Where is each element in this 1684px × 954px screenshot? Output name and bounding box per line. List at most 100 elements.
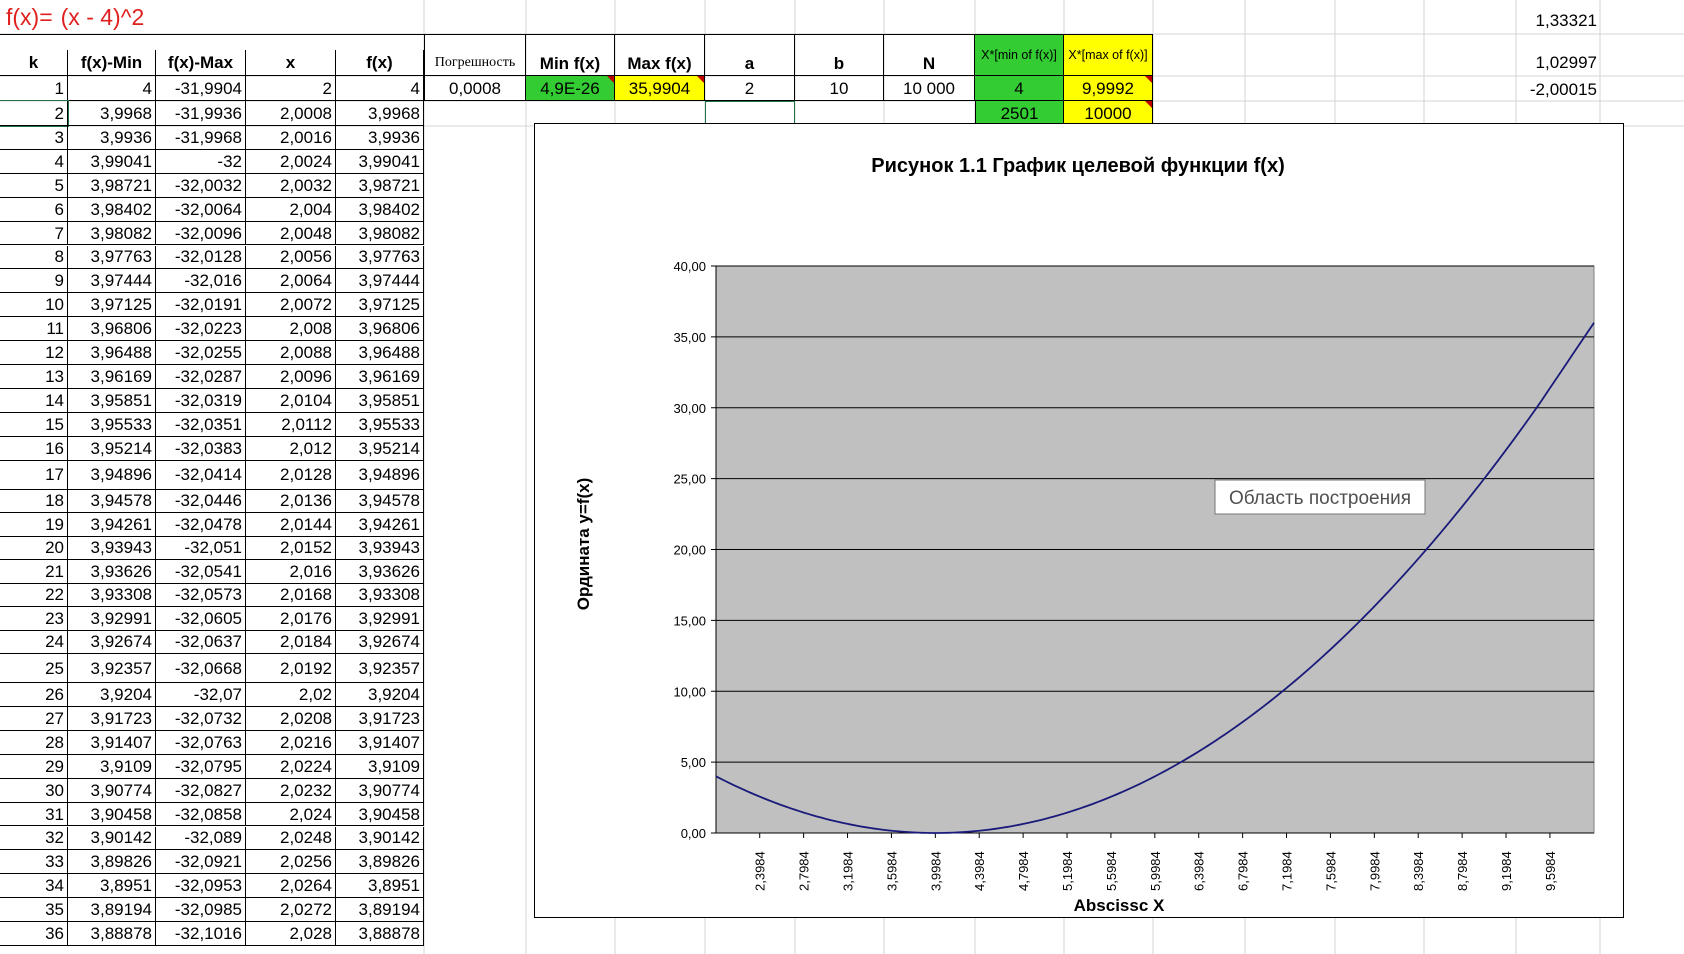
header-fx[interactable]: f(x): [336, 50, 424, 76]
param-value-error[interactable]: 0,0008: [424, 76, 526, 101]
cell-x[interactable]: 2,0024: [246, 149, 336, 174]
cell-k[interactable]: 5: [0, 173, 68, 198]
param-value-xmax[interactable]: 9,9992: [1064, 76, 1153, 101]
cell-x[interactable]: 2,0224: [246, 754, 336, 779]
cell-x[interactable]: 2,0064: [246, 269, 336, 294]
cell-x[interactable]: 2,0144: [246, 513, 336, 537]
cell-k[interactable]: 29: [0, 754, 68, 779]
cell-fmax[interactable]: -32,0985: [156, 898, 246, 923]
cell-x[interactable]: 2,004: [246, 197, 336, 222]
cell-fmax[interactable]: -32,0827: [156, 778, 246, 803]
cell-fx[interactable]: 3,92357: [336, 654, 424, 684]
cell-fx[interactable]: 3,96806: [336, 317, 424, 342]
cell-x[interactable]: 2,0264: [246, 874, 336, 899]
cell-fmin[interactable]: 3,97125: [68, 293, 156, 318]
chart-area[interactable]: Рисунок 1.1 График целевой функции f(x) …: [534, 123, 1624, 918]
cell-x[interactable]: 2,0208: [246, 707, 336, 731]
cell-fmax[interactable]: -32,0351: [156, 412, 246, 437]
cell-fx[interactable]: 3,92991: [336, 607, 424, 631]
param-header-max[interactable]: Max f(x): [615, 34, 705, 76]
cell-fmax[interactable]: -32,0191: [156, 293, 246, 318]
cell-k[interactable]: 4: [0, 149, 68, 174]
cell-fmin[interactable]: 3,97763: [68, 245, 156, 270]
cell-fmax[interactable]: -31,9968: [156, 126, 246, 150]
cell-k[interactable]: 3: [0, 126, 68, 150]
cell-fmax[interactable]: -32: [156, 149, 246, 174]
cell-fmax[interactable]: -32,0032: [156, 173, 246, 198]
cell-fmin[interactable]: 3,94261: [68, 513, 156, 537]
cell-fmin[interactable]: 3,95214: [68, 436, 156, 461]
cell-fmin[interactable]: 3,88878: [68, 922, 156, 946]
cell-fmin[interactable]: 3,91407: [68, 730, 156, 755]
cell-fmin[interactable]: 3,90774: [68, 778, 156, 803]
cell-fx[interactable]: 3,97125: [336, 293, 424, 318]
cell-x[interactable]: 2,0184: [246, 630, 336, 655]
cell-fx[interactable]: 3,95214: [336, 436, 424, 461]
cell-fx[interactable]: 3,88878: [336, 922, 424, 946]
cell-fmax[interactable]: -31,9904: [156, 76, 246, 101]
cell-fmax[interactable]: -32,0668: [156, 654, 246, 684]
cell-fmax[interactable]: -32,0763: [156, 730, 246, 755]
cell-k[interactable]: 1: [0, 76, 68, 101]
cell-x[interactable]: 2,0104: [246, 388, 336, 413]
cell-k[interactable]: 7: [0, 221, 68, 246]
header-x[interactable]: x: [246, 50, 336, 76]
cell-fmin[interactable]: 3,94578: [68, 489, 156, 514]
cell-fmax[interactable]: -32,016: [156, 269, 246, 294]
cell-k[interactable]: 32: [0, 826, 68, 851]
cell-x[interactable]: 2,0216: [246, 730, 336, 755]
cell-fmin[interactable]: 3,96806: [68, 317, 156, 342]
header-fmax[interactable]: f(x)-Max: [156, 50, 246, 76]
param-value-n[interactable]: 10 000: [884, 76, 975, 101]
cell-k[interactable]: 34: [0, 874, 68, 899]
cell-fmax[interactable]: -32,0953: [156, 874, 246, 899]
cell-fmax[interactable]: -32,0128: [156, 245, 246, 270]
cell-fx[interactable]: 3,97763: [336, 245, 424, 270]
cell-x[interactable]: 2,0152: [246, 536, 336, 561]
cell-fmax[interactable]: -32,0414: [156, 460, 246, 490]
cell-k[interactable]: 6: [0, 197, 68, 222]
cell-fmin[interactable]: 3,97444: [68, 269, 156, 294]
cell-fmax[interactable]: -32,0858: [156, 802, 246, 827]
cell-fmin[interactable]: 3,89194: [68, 898, 156, 923]
cell-fx[interactable]: 3,94261: [336, 513, 424, 537]
cell-fmin[interactable]: 3,95851: [68, 388, 156, 413]
cell-k[interactable]: 15: [0, 412, 68, 437]
right-value-1[interactable]: 1,33321: [1535, 10, 1597, 30]
cell-fx[interactable]: 3,95851: [336, 388, 424, 413]
cell-k[interactable]: 26: [0, 683, 68, 707]
cell-fmin[interactable]: 3,91723: [68, 707, 156, 731]
cell-fx[interactable]: 3,93943: [336, 536, 424, 561]
cell-fmax[interactable]: -32,07: [156, 683, 246, 707]
cell-fmin[interactable]: 3,90458: [68, 802, 156, 827]
cell-fmax[interactable]: -32,0795: [156, 754, 246, 779]
cell-x[interactable]: 2,0008: [246, 101, 336, 126]
param-header-xmax[interactable]: X*[max of f(x)]: [1064, 34, 1153, 76]
cell-fx[interactable]: 4: [336, 76, 424, 101]
cell-fmin[interactable]: 3,93308: [68, 583, 156, 608]
cell-fmax[interactable]: -32,0605: [156, 607, 246, 631]
cell-fmax[interactable]: -32,0921: [156, 850, 246, 875]
index-xmax[interactable]: 10000: [1064, 101, 1153, 126]
cell-k[interactable]: 30: [0, 778, 68, 803]
cell-x[interactable]: 2,0056: [246, 245, 336, 270]
cell-fx[interactable]: 3,9936: [336, 126, 424, 150]
cell-fmin[interactable]: 3,98082: [68, 221, 156, 246]
cell-fmax[interactable]: -32,0637: [156, 630, 246, 655]
param-header-error[interactable]: Погрешность: [424, 34, 526, 76]
cell-x[interactable]: 2,0016: [246, 126, 336, 150]
cell-fx[interactable]: 3,93626: [336, 560, 424, 584]
cell-x[interactable]: 2,0088: [246, 341, 336, 365]
cell-x[interactable]: 2,024: [246, 802, 336, 827]
header-fmin[interactable]: f(x)-Min: [68, 50, 156, 76]
cell-fmax[interactable]: -32,0573: [156, 583, 246, 608]
cell-x[interactable]: 2,0096: [246, 365, 336, 389]
cell-k[interactable]: 18: [0, 489, 68, 514]
cell-fmax[interactable]: -32,0287: [156, 365, 246, 389]
cell-fx[interactable]: 3,94578: [336, 489, 424, 514]
cell-fx[interactable]: 3,9109: [336, 754, 424, 779]
cell-fmax[interactable]: -32,0255: [156, 341, 246, 365]
cell-fx[interactable]: 3,98082: [336, 221, 424, 246]
param-header-a[interactable]: a: [705, 34, 795, 76]
cell-fmax[interactable]: -32,051: [156, 536, 246, 561]
